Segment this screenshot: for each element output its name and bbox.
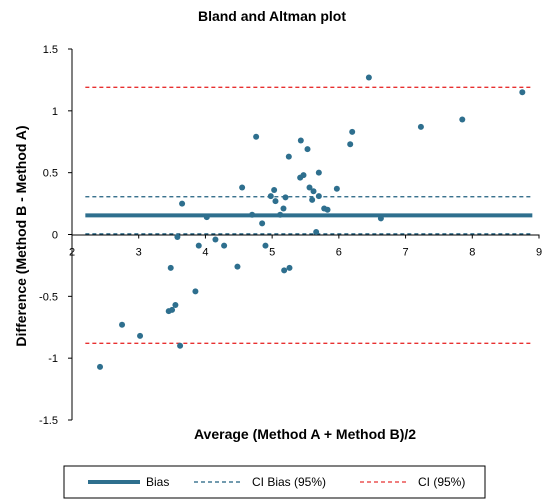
x-tick-label: 3 xyxy=(136,247,142,259)
data-point xyxy=(297,137,304,144)
data-point xyxy=(315,169,322,176)
data-point xyxy=(192,288,199,295)
y-axis-ticks: 1.5 1 0.5 0 -0.5 -1 -1.5 xyxy=(39,44,72,427)
data-point xyxy=(253,133,260,140)
data-point xyxy=(259,220,266,227)
data-point xyxy=(137,332,144,339)
data-point xyxy=(267,193,274,200)
data-point xyxy=(167,264,174,271)
data-point xyxy=(97,363,104,370)
data-point xyxy=(285,153,292,160)
data-point xyxy=(306,184,313,191)
data-point xyxy=(519,89,526,96)
data-point xyxy=(239,184,246,191)
y-axis-title: Difference (Method B - Method A) xyxy=(13,125,29,346)
data-point xyxy=(286,264,293,271)
data-point xyxy=(174,233,181,240)
data-point xyxy=(347,141,354,148)
data-point xyxy=(277,211,284,218)
data-point xyxy=(333,185,340,192)
legend: Bias CI Bias (95%) CI (95%) xyxy=(88,475,465,489)
data-point xyxy=(212,236,219,243)
data-point xyxy=(234,263,241,270)
x-axis-title: Average (Method A + Method B)/2 xyxy=(194,426,416,442)
y-tick-label: -0.5 xyxy=(39,291,58,303)
data-point xyxy=(300,172,307,179)
y-tick-label: 0 xyxy=(52,230,58,242)
data-point xyxy=(459,116,466,123)
chart-title: Bland and Altman plot xyxy=(198,8,346,24)
x-tick-label: 9 xyxy=(536,247,542,259)
data-point xyxy=(349,128,356,135)
data-point xyxy=(119,321,126,328)
data-point xyxy=(195,242,202,249)
data-points xyxy=(97,74,526,370)
data-point xyxy=(309,196,316,203)
data-point xyxy=(203,214,210,221)
y-tick-label: -1 xyxy=(48,353,58,365)
y-tick-label: 1.5 xyxy=(43,44,58,56)
y-tick-label: 0.5 xyxy=(43,168,58,180)
data-point xyxy=(249,211,256,218)
x-tick-label: 4 xyxy=(202,247,208,259)
data-point xyxy=(304,146,311,153)
data-point xyxy=(417,123,424,130)
data-point xyxy=(377,215,384,222)
data-point xyxy=(262,242,269,249)
x-tick-label: 5 xyxy=(269,247,275,259)
x-tick-label: 7 xyxy=(403,247,409,259)
legend-ci-label: CI (95%) xyxy=(418,475,465,489)
data-point xyxy=(280,205,287,212)
x-tick-label: 6 xyxy=(336,247,342,259)
legend-box xyxy=(63,465,486,499)
reference-lines xyxy=(85,86,533,344)
x-tick-label: 2 xyxy=(69,247,75,259)
data-point xyxy=(365,74,372,81)
y-tick-label: 1 xyxy=(52,106,58,118)
data-point xyxy=(179,200,186,207)
x-tick-label: 8 xyxy=(469,247,475,259)
data-point xyxy=(169,306,176,313)
data-point xyxy=(313,229,320,236)
data-point xyxy=(177,342,184,349)
data-point xyxy=(281,267,288,274)
x-axis-ticks: 2 3 4 5 6 7 8 9 xyxy=(69,234,542,259)
y-tick-label: -1.5 xyxy=(39,415,58,427)
data-point xyxy=(221,242,228,249)
data-point xyxy=(315,193,322,200)
data-point xyxy=(272,198,279,205)
data-point xyxy=(271,186,278,193)
data-point xyxy=(282,194,289,201)
data-point xyxy=(310,188,317,195)
legend-bias-label: Bias xyxy=(146,475,169,489)
legend-ci_bias-label: CI Bias (95%) xyxy=(252,475,326,489)
data-point xyxy=(324,206,331,213)
data-point xyxy=(172,301,179,308)
